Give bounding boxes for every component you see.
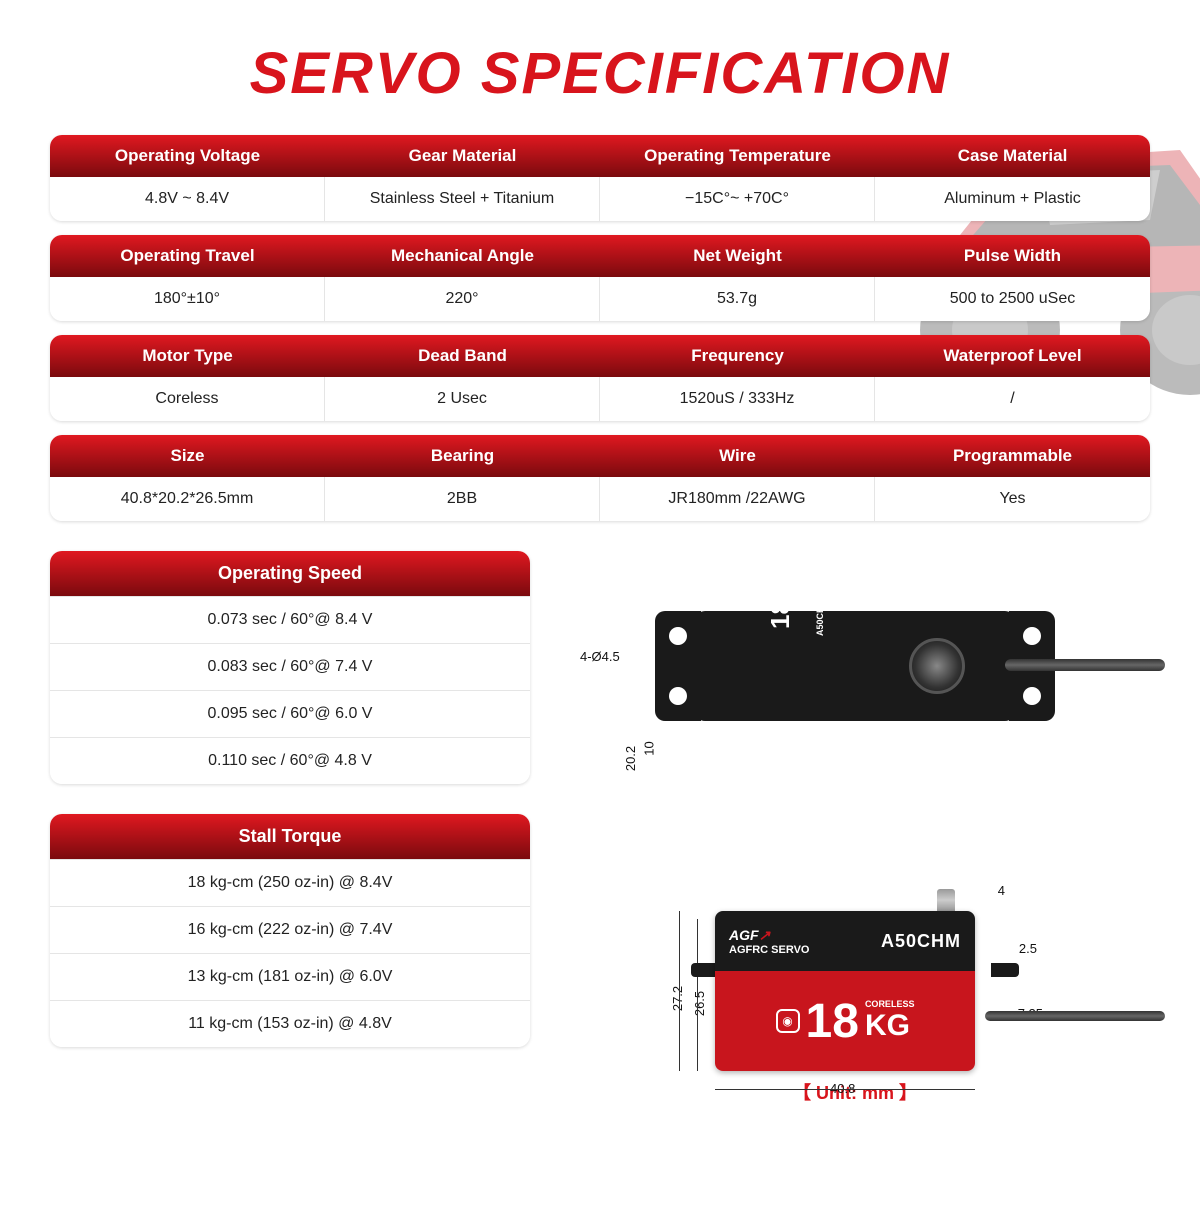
servo-model-label: A50CHM: [881, 931, 961, 952]
servo-top-view-diagram: 4-Ø4.5 54.1 49.5 36.25 13.25 Ø5.92 25T 2…: [560, 611, 1150, 831]
spec-value: Stainless Steel + Titanium: [325, 177, 600, 221]
servo-brand-label: AGFRC SERVO: [729, 944, 809, 956]
table-row: 11 kg-cm (153 oz-in) @ 4.8V: [50, 1000, 530, 1047]
spec-header: Bearing: [325, 435, 600, 477]
dimension-label: 27.2: [670, 986, 685, 1011]
operating-speed-table: Operating Speed 0.073 sec / 60°@ 8.4 V 0…: [50, 551, 530, 784]
dimension-label: 4-Ø4.5: [580, 649, 620, 664]
spec-table: Operating Voltage4.8V ~ 8.4V Gear Materi…: [50, 135, 1150, 521]
spec-row: Motor TypeCoreless Dead Band2 Usec Frequ…: [50, 335, 1150, 421]
servo-torque-number: 18: [806, 994, 859, 1049]
spec-value: 53.7g: [600, 277, 875, 321]
table-row: 0.110 sec / 60°@ 4.8 V: [50, 737, 530, 784]
dimension-label: 10: [642, 741, 657, 755]
table-row: 16 kg-cm (222 oz-in) @ 7.4V: [50, 906, 530, 953]
spec-row: Size40.8*20.2*26.5mm Bearing2BB WireJR18…: [50, 435, 1150, 521]
spec-header: Gear Material: [325, 135, 600, 177]
servo-top-illustration: 18KG A50CHM: [695, 611, 1015, 721]
spec-value: −15C°~ +70C°: [600, 177, 875, 221]
spec-value: 40.8*20.2*26.5mm: [50, 477, 325, 521]
spec-header: Net Weight: [600, 235, 875, 277]
spec-value: /: [875, 377, 1150, 421]
dimension-label: 20.2: [623, 746, 638, 771]
spec-row: Operating Travel180°±10° Mechanical Angl…: [50, 235, 1150, 321]
spec-header: Frequrency: [600, 335, 875, 377]
spec-value: 2 Usec: [325, 377, 600, 421]
spec-value: 1520uS / 333Hz: [600, 377, 875, 421]
servo-side-view-diagram: 27.2 26.5 4 2.5 7.25 40.8 A: [560, 911, 1150, 1171]
spec-header: Dead Band: [325, 335, 600, 377]
servo-side-illustration: AGF↗ AGFRC SERVO A50CHM ◉ 18 CORELESS KG: [715, 911, 975, 1071]
dimension-label: 4: [998, 883, 1005, 898]
page-title: SERVO SPECIFICATION: [50, 40, 1150, 107]
spec-value: 4.8V ~ 8.4V: [50, 177, 325, 221]
spec-header: Operating Voltage: [50, 135, 325, 177]
servo-model-label: A50CHM: [815, 599, 825, 636]
spec-row: Operating Voltage4.8V ~ 8.4V Gear Materi…: [50, 135, 1150, 221]
table-row: 0.095 sec / 60°@ 6.0 V: [50, 690, 530, 737]
table-row: 0.083 sec / 60°@ 7.4 V: [50, 643, 530, 690]
spec-value: 220°: [325, 277, 600, 321]
table-row: 0.073 sec / 60°@ 8.4 V: [50, 596, 530, 643]
dimension-label: 26.5: [692, 991, 707, 1016]
table-header: Stall Torque: [50, 814, 530, 859]
spec-value: JR180mm /22AWG: [600, 477, 875, 521]
spec-header: Operating Travel: [50, 235, 325, 277]
servo-kg-unit: KG: [865, 1009, 910, 1043]
spec-header: Waterproof Level: [875, 335, 1150, 377]
spec-header: Operating Temperature: [600, 135, 875, 177]
spec-header: Wire: [600, 435, 875, 477]
spec-value: 2BB: [325, 477, 600, 521]
spec-header: Pulse Width: [875, 235, 1150, 277]
servo-coreless-label: CORELESS: [865, 999, 915, 1009]
table-row: 18 kg-cm (250 oz-in) @ 8.4V: [50, 859, 530, 906]
spec-value: Yes: [875, 477, 1150, 521]
spec-value: Aluminum + Plastic: [875, 177, 1150, 221]
table-header: Operating Speed: [50, 551, 530, 596]
servo-kg-label: 18KG: [765, 561, 796, 629]
dimension-label: 2.5: [1019, 941, 1037, 956]
table-row: 13 kg-cm (181 oz-in) @ 6.0V: [50, 953, 530, 1000]
spec-value: Coreless: [50, 377, 325, 421]
spec-header: Case Material: [875, 135, 1150, 177]
spec-value: 500 to 2500 uSec: [875, 277, 1150, 321]
spec-header: Mechanical Angle: [325, 235, 600, 277]
spec-header: Size: [50, 435, 325, 477]
spec-header: Motor Type: [50, 335, 325, 377]
stall-torque-table: Stall Torque 18 kg-cm (250 oz-in) @ 8.4V…: [50, 814, 530, 1047]
spec-header: Programmable: [875, 435, 1150, 477]
spec-value: 180°±10°: [50, 277, 325, 321]
